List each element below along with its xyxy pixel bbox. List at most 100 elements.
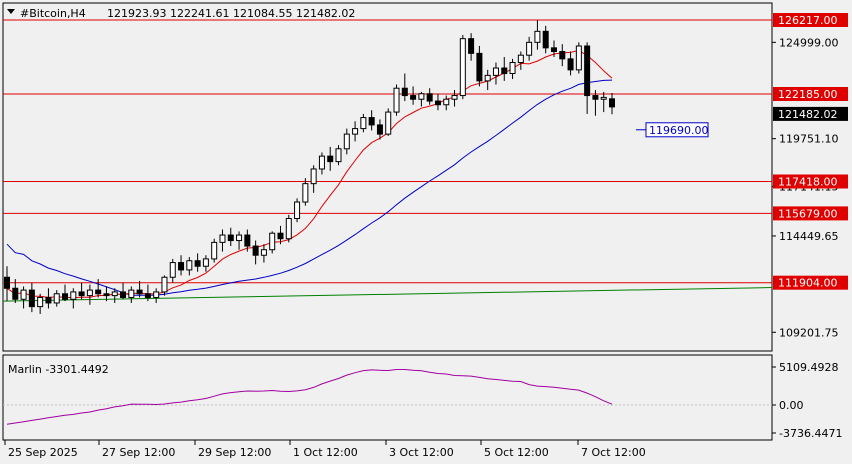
candle-body — [128, 289, 135, 298]
candle — [144, 284, 151, 302]
candle-body — [484, 74, 491, 82]
candle — [136, 280, 143, 298]
candle-body — [434, 100, 441, 106]
candle-body — [327, 155, 334, 163]
candle — [584, 42, 591, 114]
candle — [211, 238, 218, 263]
candle — [103, 286, 110, 302]
candle — [459, 34, 466, 100]
candle — [501, 57, 508, 81]
current-price-label: 121482.02 — [778, 108, 838, 121]
candle — [418, 91, 425, 107]
candle-body — [559, 51, 566, 60]
oscillator — [3, 369, 772, 425]
candle-body — [28, 289, 35, 308]
indicator-tick-label: 5109.4928 — [779, 361, 839, 374]
candle-body — [269, 232, 276, 251]
candle-body — [418, 93, 425, 100]
candle — [393, 84, 400, 116]
candle-body — [144, 293, 151, 298]
candle — [194, 253, 201, 272]
candle-body — [550, 47, 557, 53]
candle — [153, 288, 160, 303]
candle-body — [376, 124, 383, 135]
candle — [236, 231, 243, 250]
candle — [161, 275, 168, 296]
candle-body — [12, 287, 19, 300]
candle — [327, 146, 334, 171]
candles — [4, 20, 615, 314]
candle — [410, 86, 417, 105]
candle — [227, 227, 234, 247]
candle — [302, 178, 309, 206]
candle-body — [294, 201, 301, 220]
candle-body — [86, 289, 93, 297]
candle — [484, 69, 491, 91]
candle — [592, 90, 599, 116]
candle-body — [360, 117, 367, 130]
candle-body — [451, 95, 458, 100]
ohlc-values: 121923.93 122241.61 121084.55 121482.02 — [107, 7, 355, 20]
candle-body — [459, 38, 466, 97]
collapse-arrow-icon[interactable] — [7, 9, 15, 14]
candle-body — [202, 258, 209, 267]
candle — [53, 290, 60, 307]
candle-body — [53, 293, 60, 304]
candle — [28, 282, 35, 313]
candle — [260, 244, 267, 263]
candle-body — [111, 291, 118, 297]
candle — [443, 95, 450, 111]
candle-body — [211, 241, 218, 260]
candle-body — [592, 95, 599, 100]
candle — [269, 231, 276, 254]
candle — [509, 58, 516, 80]
candle — [318, 152, 325, 175]
candle-body — [194, 260, 201, 267]
price-tick-label: 109201.75 — [779, 326, 839, 339]
candle-body — [178, 262, 185, 271]
time-axis: 25 Sep 2025 27 Sep 12:00 29 Sep 12:00 1 Oct… — [4, 440, 646, 459]
candle — [20, 286, 27, 309]
candle-body — [252, 245, 259, 256]
candle — [385, 108, 392, 136]
price-tick-label: 119751.10 — [779, 133, 839, 146]
candle — [111, 288, 118, 303]
candle-body — [285, 218, 292, 240]
candle — [294, 198, 301, 223]
candle — [86, 284, 93, 305]
candle — [609, 92, 615, 115]
candle-body — [20, 289, 27, 300]
candle-body — [343, 133, 350, 150]
candle-body — [103, 293, 110, 297]
time-tick-label: 5 Oct 12:00 — [484, 446, 549, 459]
candle-body — [468, 38, 475, 54]
horizontal-levels — [3, 19, 772, 284]
candle — [12, 279, 19, 303]
level-price-box — [773, 174, 848, 189]
candle — [526, 36, 533, 61]
candle — [37, 293, 44, 314]
price-axis: 124999.00119751.10117141.15114449.651092… — [636, 13, 848, 440]
candle — [202, 255, 209, 272]
candle — [559, 44, 566, 67]
candle — [550, 40, 557, 58]
candle — [401, 73, 408, 102]
candle — [128, 286, 135, 303]
candle-body — [302, 183, 309, 203]
candle — [368, 110, 375, 131]
candle — [600, 91, 607, 113]
candle — [4, 266, 10, 302]
time-tick-label: 1 Oct 12:00 — [293, 446, 358, 459]
candle — [310, 165, 317, 193]
indicator-title: Marlin -3301.4492 — [8, 363, 109, 376]
candle — [567, 51, 574, 76]
level-price-box — [773, 275, 848, 290]
time-tick-label: 29 Sep 12:00 — [198, 446, 271, 459]
candle — [244, 229, 251, 252]
candle — [70, 288, 77, 309]
candle — [476, 46, 483, 87]
oscillator-line — [6, 369, 613, 425]
candle — [451, 90, 458, 107]
ma-label: 119690.00 — [649, 124, 709, 137]
